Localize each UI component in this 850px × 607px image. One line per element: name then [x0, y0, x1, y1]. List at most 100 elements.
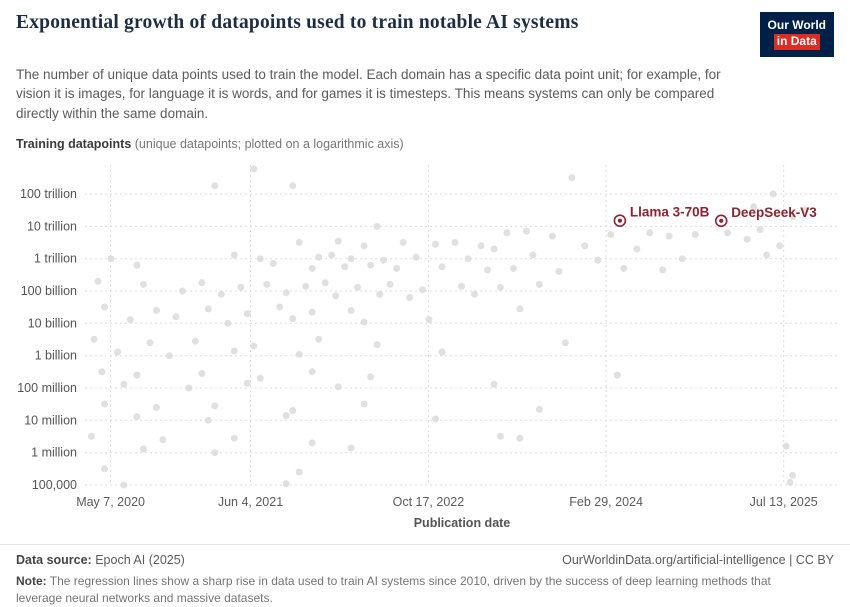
data-point[interactable]	[289, 182, 297, 190]
data-point[interactable]	[243, 309, 251, 317]
data-point[interactable]	[535, 405, 543, 413]
data-point[interactable]	[308, 439, 316, 447]
data-point[interactable]	[211, 449, 219, 457]
scatter-chart[interactable]: May 7, 2020 Jun 4, 2021 Oct 17, 2022 Feb 29…	[0, 155, 850, 538]
data-point[interactable]	[315, 253, 323, 261]
data-point[interactable]	[308, 368, 316, 376]
data-point[interactable]	[477, 242, 485, 250]
data-point[interactable]	[334, 237, 342, 245]
data-point[interactable]	[471, 290, 478, 298]
data-point[interactable]	[490, 245, 498, 253]
data-point[interactable]	[568, 174, 576, 182]
data-point[interactable]	[581, 242, 589, 250]
data-point[interactable]	[282, 289, 290, 297]
data-point[interactable]	[282, 411, 290, 419]
data-point[interactable]	[98, 368, 106, 376]
data-point[interactable]	[263, 280, 271, 288]
data-point[interactable]	[548, 232, 556, 240]
data-point[interactable]	[691, 230, 699, 238]
data-point[interactable]	[490, 380, 498, 388]
data-point[interactable]	[204, 416, 212, 424]
data-point[interactable]	[496, 283, 504, 291]
data-point[interactable]	[101, 400, 108, 408]
data-point[interactable]	[769, 190, 777, 198]
data-point[interactable]	[107, 255, 115, 263]
data-point[interactable]	[126, 316, 134, 324]
data-point[interactable]	[561, 339, 569, 347]
data-point[interactable]	[451, 238, 459, 246]
data-point[interactable]	[458, 282, 465, 290]
data-point[interactable]	[347, 255, 355, 263]
data-point[interactable]	[633, 245, 641, 253]
data-point[interactable]	[302, 282, 310, 290]
data-point[interactable]	[432, 240, 439, 248]
license-link[interactable]: OurWorldinData.org/artificial-intelligen…	[562, 552, 834, 567]
data-point[interactable]	[315, 335, 323, 343]
data-point[interactable]	[522, 227, 530, 235]
data-point[interactable]	[419, 286, 427, 294]
data-point[interactable]	[373, 340, 381, 348]
data-point[interactable]	[185, 384, 193, 392]
data-point[interactable]	[308, 308, 316, 316]
data-point[interactable]	[133, 413, 141, 421]
data-point[interactable]	[756, 225, 764, 233]
data-point[interactable]	[211, 182, 219, 190]
data-point[interactable]	[191, 337, 199, 345]
highlight-point[interactable]	[719, 218, 724, 223]
data-point[interactable]	[172, 313, 180, 321]
data-point[interactable]	[328, 251, 336, 259]
data-point[interactable]	[786, 478, 794, 486]
data-point[interactable]	[613, 371, 621, 379]
data-point[interactable]	[211, 402, 219, 410]
data-point[interactable]	[237, 283, 245, 291]
data-point[interactable]	[152, 306, 160, 314]
data-point[interactable]	[496, 432, 504, 440]
data-point[interactable]	[347, 444, 355, 452]
data-point[interactable]	[321, 279, 329, 287]
data-point[interactable]	[438, 263, 446, 271]
data-point[interactable]	[607, 230, 615, 238]
data-point[interactable]	[204, 305, 212, 313]
data-point[interactable]	[295, 350, 303, 358]
data-point[interactable]	[308, 264, 316, 272]
data-point[interactable]	[295, 238, 303, 246]
data-point[interactable]	[425, 316, 433, 324]
data-point[interactable]	[347, 306, 355, 314]
data-point[interactable]	[224, 319, 232, 327]
data-point[interactable]	[432, 415, 439, 423]
data-point[interactable]	[776, 242, 784, 250]
data-point[interactable]	[373, 222, 381, 230]
highlight-point[interactable]	[617, 218, 623, 223]
data-point[interactable]	[503, 229, 511, 237]
data-point[interactable]	[289, 406, 297, 414]
data-point[interactable]	[139, 280, 147, 288]
data-point[interactable]	[789, 212, 797, 220]
data-point[interactable]	[646, 229, 654, 237]
data-point[interactable]	[256, 374, 264, 382]
data-point[interactable]	[516, 434, 524, 442]
data-point[interactable]	[289, 314, 297, 322]
data-point[interactable]	[230, 347, 238, 355]
data-point[interactable]	[217, 290, 225, 298]
data-point[interactable]	[529, 251, 537, 259]
data-point[interactable]	[120, 481, 128, 489]
data-point[interactable]	[659, 266, 667, 274]
data-point[interactable]	[269, 259, 277, 267]
data-point[interactable]	[782, 442, 790, 450]
data-point[interactable]	[276, 303, 284, 311]
data-point[interactable]	[88, 432, 95, 440]
data-point[interactable]	[360, 400, 368, 408]
data-point[interactable]	[665, 232, 673, 240]
data-point[interactable]	[90, 335, 98, 343]
data-point[interactable]	[360, 242, 368, 250]
data-point[interactable]	[376, 290, 384, 298]
data-point[interactable]	[367, 261, 375, 269]
data-point[interactable]	[367, 373, 375, 381]
data-point[interactable]	[380, 256, 388, 264]
data-point[interactable]	[101, 465, 108, 473]
data-point[interactable]	[484, 266, 491, 274]
data-point[interactable]	[341, 263, 349, 271]
data-point[interactable]	[243, 379, 251, 387]
data-point[interactable]	[743, 235, 751, 243]
data-point[interactable]	[230, 251, 238, 259]
